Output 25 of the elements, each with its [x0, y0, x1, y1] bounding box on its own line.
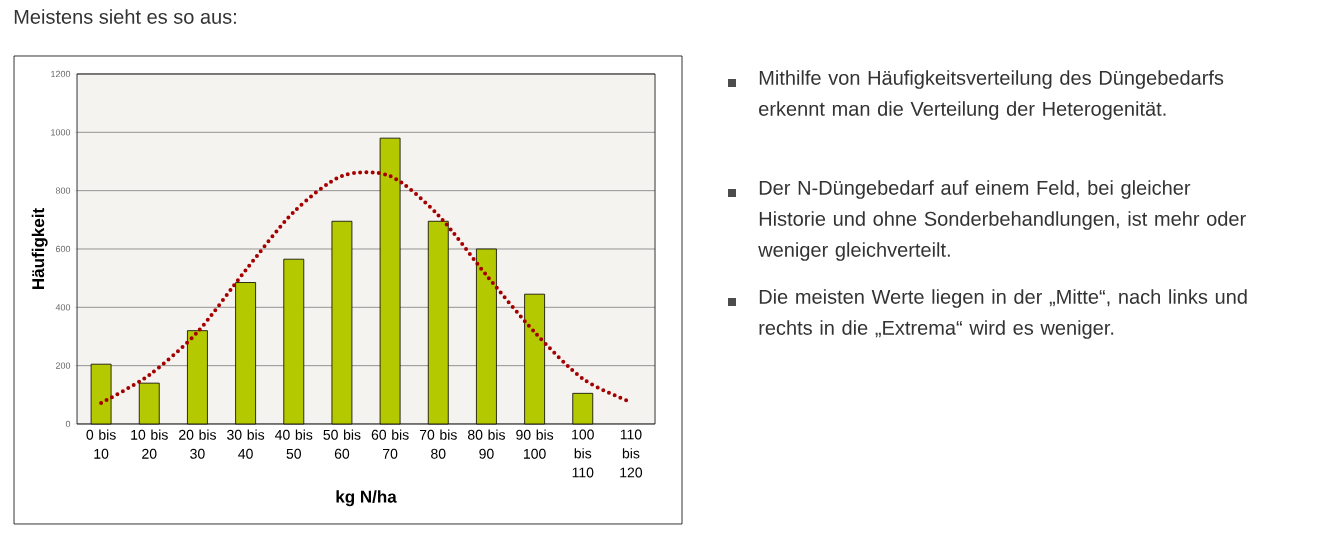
y-tick-label: 200 — [55, 362, 71, 369]
x-tick-label: 50 bis 60 — [323, 429, 361, 459]
y-axis-title: Häufigkeit — [31, 208, 48, 289]
y-tick-label: 0 — [65, 420, 71, 428]
x-axis-title: kg N/ha — [336, 490, 397, 507]
x-tick-label: 20 bis 30 — [179, 429, 216, 459]
text: Mithilfe von Häufigkeitsverteilung des Düngebedarfs erkennt man die Verteilung der Heterogenität. — [759, 70, 1224, 120]
text: Der N-Düngebedarf auf einem Feld, bei gleicher Historie und ohne Sonderbehandlungen, ist mehr oder weniger gleichverteilt. — [758, 180, 1246, 261]
y-tick-label: 1000 — [51, 129, 71, 136]
x-tick-label: 110 bis 120 — [620, 429, 643, 478]
y-tick-label: 1200 — [51, 70, 71, 78]
x-tick-label: 30 bis 40 — [227, 429, 265, 459]
y-tick-label: 800 — [55, 187, 71, 194]
x-tick-label: 10 bis 20 — [131, 429, 168, 459]
x-tick-label: 90 bis 100 — [516, 429, 554, 459]
x-tick-label: 0 bis 10 — [86, 429, 116, 459]
x-tick-label: 40 bis 50 — [275, 429, 313, 459]
x-tick-label: 60 bis 70 — [371, 429, 409, 459]
text: Die meisten Werte liegen in der „Mitte“, nach links und rechts in die „Extrema“ wird es weniger. — [759, 289, 1247, 339]
y-tick-label: 400 — [55, 304, 71, 311]
x-tick-label: 80 bis 90 — [467, 429, 505, 459]
y-tick-label: 600 — [55, 245, 71, 253]
chart-title: Meistens sieht es so aus: — [14, 9, 236, 24]
x-tick-label: 100 bis 110 — [572, 429, 594, 478]
x-tick-label: 70 bis 80 — [419, 429, 457, 459]
